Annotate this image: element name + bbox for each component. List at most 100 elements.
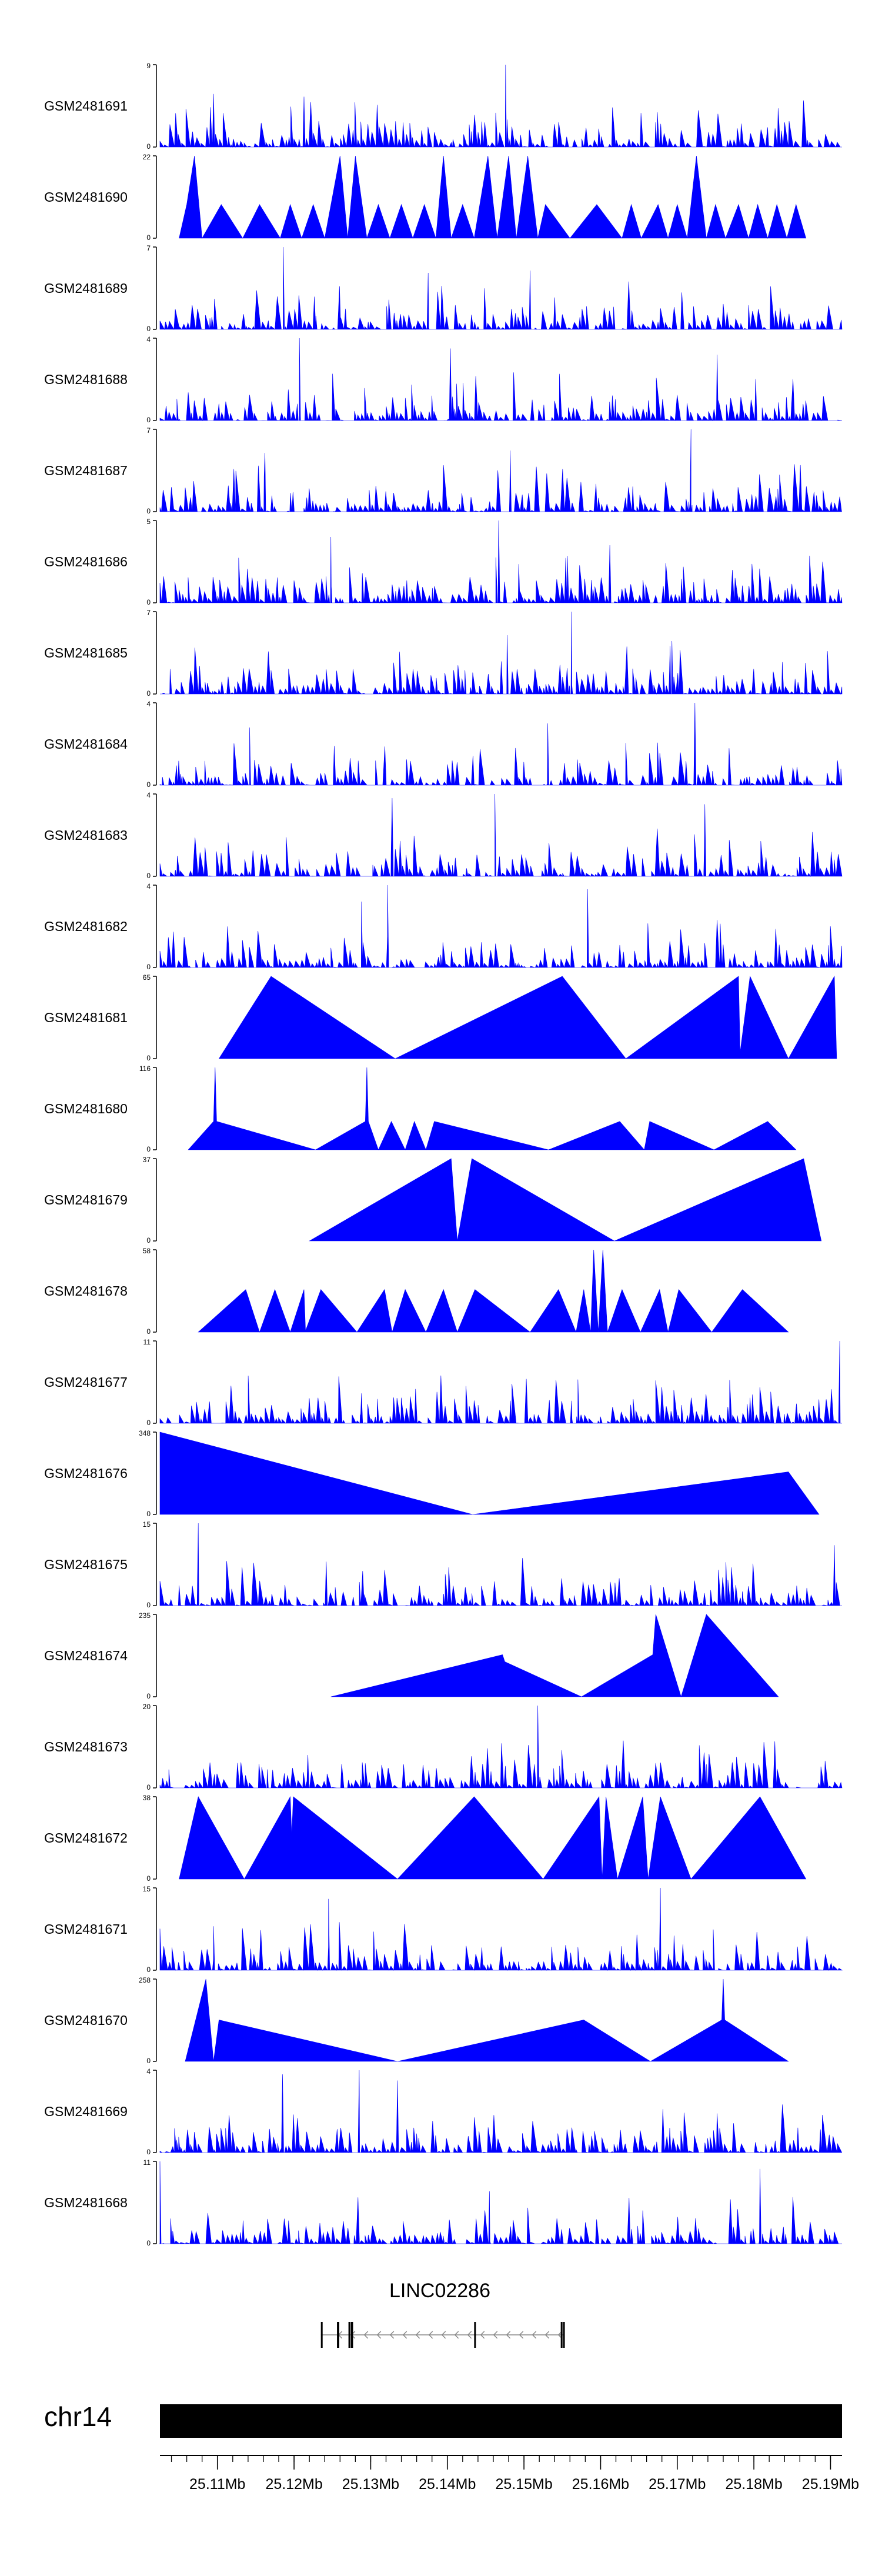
track-GSM2481675: GSM2481675 15 0 — [44, 1520, 842, 1609]
y-zero-label: 0 — [146, 1054, 151, 1062]
y-zero-label: 0 — [146, 689, 151, 698]
track-GSM2481685: GSM2481685 7 0 — [44, 609, 843, 698]
track-GSM2481668: GSM2481668 11 0 — [44, 2158, 842, 2247]
y-max-label: 11 — [143, 2158, 151, 2167]
y-zero-label: 0 — [146, 2239, 151, 2247]
y-max-label: 4 — [146, 2067, 151, 2076]
y-zero-label: 0 — [146, 1236, 151, 1244]
coverage-area — [309, 1158, 822, 1242]
strand-chevron — [376, 2331, 382, 2339]
track-label: GSM2481673 — [44, 1739, 128, 1754]
axis-tick-label: 25.12Mb — [265, 2476, 322, 2492]
track-GSM2481672: GSM2481672 38 0 — [44, 1794, 807, 1883]
y-max-label: 4 — [146, 335, 151, 343]
gene-exon — [474, 2322, 476, 2348]
y-zero-label: 0 — [146, 1327, 151, 1336]
y-max-label: 116 — [139, 1065, 151, 1073]
axis-tick-label: 25.14Mb — [419, 2476, 476, 2492]
y-zero-label: 0 — [146, 142, 151, 151]
coverage-area — [159, 520, 843, 604]
strand-chevron — [389, 2331, 395, 2339]
gene-label: LINC02286 — [389, 2280, 490, 2302]
genome-axis-track: chr14 25.11Mb 25.12Mb 25.13Mb 25.14Mb 25.15M… — [44, 2401, 859, 2492]
y-max-label: 235 — [139, 1611, 151, 1620]
chromosome-label: chr14 — [44, 2401, 112, 2432]
coverage-area — [159, 1705, 843, 1789]
track-label: GSM2481676 — [44, 1466, 128, 1481]
coverage-area — [198, 1249, 789, 1333]
track-GSM2481680: GSM2481680 116 0 — [44, 1065, 797, 1153]
strand-chevron — [363, 2331, 369, 2339]
track-label: GSM2481690 — [44, 189, 128, 205]
y-zero-label: 0 — [146, 1419, 151, 1427]
y-max-label: 7 — [146, 609, 151, 617]
strand-chevron — [532, 2331, 537, 2339]
y-zero-label: 0 — [146, 1966, 151, 1974]
track-label: GSM2481680 — [44, 1101, 128, 1116]
track-label: GSM2481682 — [44, 919, 128, 934]
track-GSM2481684: GSM2481684 4 0 — [44, 700, 843, 789]
y-max-label: 22 — [143, 153, 151, 161]
coverage-area — [159, 885, 843, 969]
coverage-area — [188, 1067, 797, 1150]
y-zero-label: 0 — [146, 963, 151, 971]
track-GSM2481683: GSM2481683 4 0 — [44, 791, 843, 880]
y-zero-label: 0 — [146, 2148, 151, 2156]
track-GSM2481686: GSM2481686 5 0 — [44, 518, 843, 606]
coverage-area — [159, 702, 843, 786]
track-GSM2481676: GSM2481676 348 0 — [44, 1429, 820, 1518]
coverage-area — [159, 1432, 820, 1515]
y-max-label: 7 — [146, 426, 151, 435]
y-zero-label: 0 — [146, 1145, 151, 1153]
coverage-area — [159, 2070, 843, 2154]
y-max-label: 15 — [143, 1520, 151, 1529]
axis-tick-label: 25.11Mb — [189, 2476, 245, 2492]
track-label: GSM2481668 — [44, 2195, 128, 2210]
track-label: GSM2481686 — [44, 554, 128, 569]
y-max-label: 5 — [146, 518, 151, 526]
coverage-area — [218, 975, 837, 1059]
gene-exon — [350, 2322, 353, 2348]
coverage-area — [160, 611, 843, 695]
y-zero-label: 0 — [146, 872, 151, 880]
y-zero-label: 0 — [146, 1692, 151, 1700]
y-max-label: 37 — [143, 1156, 151, 1164]
strand-chevron — [544, 2331, 550, 2339]
track-GSM2481688: GSM2481688 4 0 — [44, 335, 843, 424]
track-GSM2481674: GSM2481674 235 0 — [44, 1611, 779, 1700]
chromosome-ideogram-bar — [160, 2404, 842, 2438]
track-GSM2481679: GSM2481679 37 0 — [44, 1156, 822, 1244]
axis-tick-label: 25.18Mb — [725, 2476, 782, 2492]
axis-tick-label: 25.13Mb — [342, 2476, 399, 2492]
coverage-area — [159, 1340, 842, 1424]
y-max-label: 15 — [143, 1885, 151, 1893]
gene-exon — [348, 2322, 350, 2348]
track-label: GSM2481688 — [44, 372, 128, 387]
strand-chevron — [454, 2331, 459, 2339]
track-label: GSM2481670 — [44, 2013, 128, 2028]
y-zero-label: 0 — [146, 1874, 151, 1883]
y-max-label: 20 — [143, 1703, 151, 1711]
track-GSM2481678: GSM2481678 58 0 — [44, 1247, 789, 1336]
y-max-label: 4 — [146, 882, 151, 890]
strand-chevron — [519, 2331, 524, 2339]
y-zero-label: 0 — [146, 1601, 151, 1609]
track-label: GSM2481687 — [44, 463, 128, 478]
strand-chevron — [441, 2331, 446, 2339]
strand-chevron — [428, 2331, 433, 2339]
track-GSM2481681: GSM2481681 65 0 — [44, 973, 837, 1062]
coverage-area — [159, 338, 843, 422]
track-GSM2481671: GSM2481671 15 0 — [44, 1885, 843, 1974]
strand-chevron — [506, 2331, 511, 2339]
track-label: GSM2481671 — [44, 1921, 128, 1937]
track-GSM2481691: GSM2481691 9 0 — [44, 62, 842, 151]
strand-chevron — [415, 2331, 420, 2339]
track-label: GSM2481674 — [44, 1648, 128, 1663]
y-max-label: 65 — [143, 973, 151, 982]
track-label: GSM2481683 — [44, 827, 128, 843]
track-label: GSM2481678 — [44, 1283, 128, 1299]
y-zero-label: 0 — [146, 598, 151, 606]
strand-chevron — [480, 2331, 485, 2339]
coverage-area — [179, 1796, 807, 1880]
